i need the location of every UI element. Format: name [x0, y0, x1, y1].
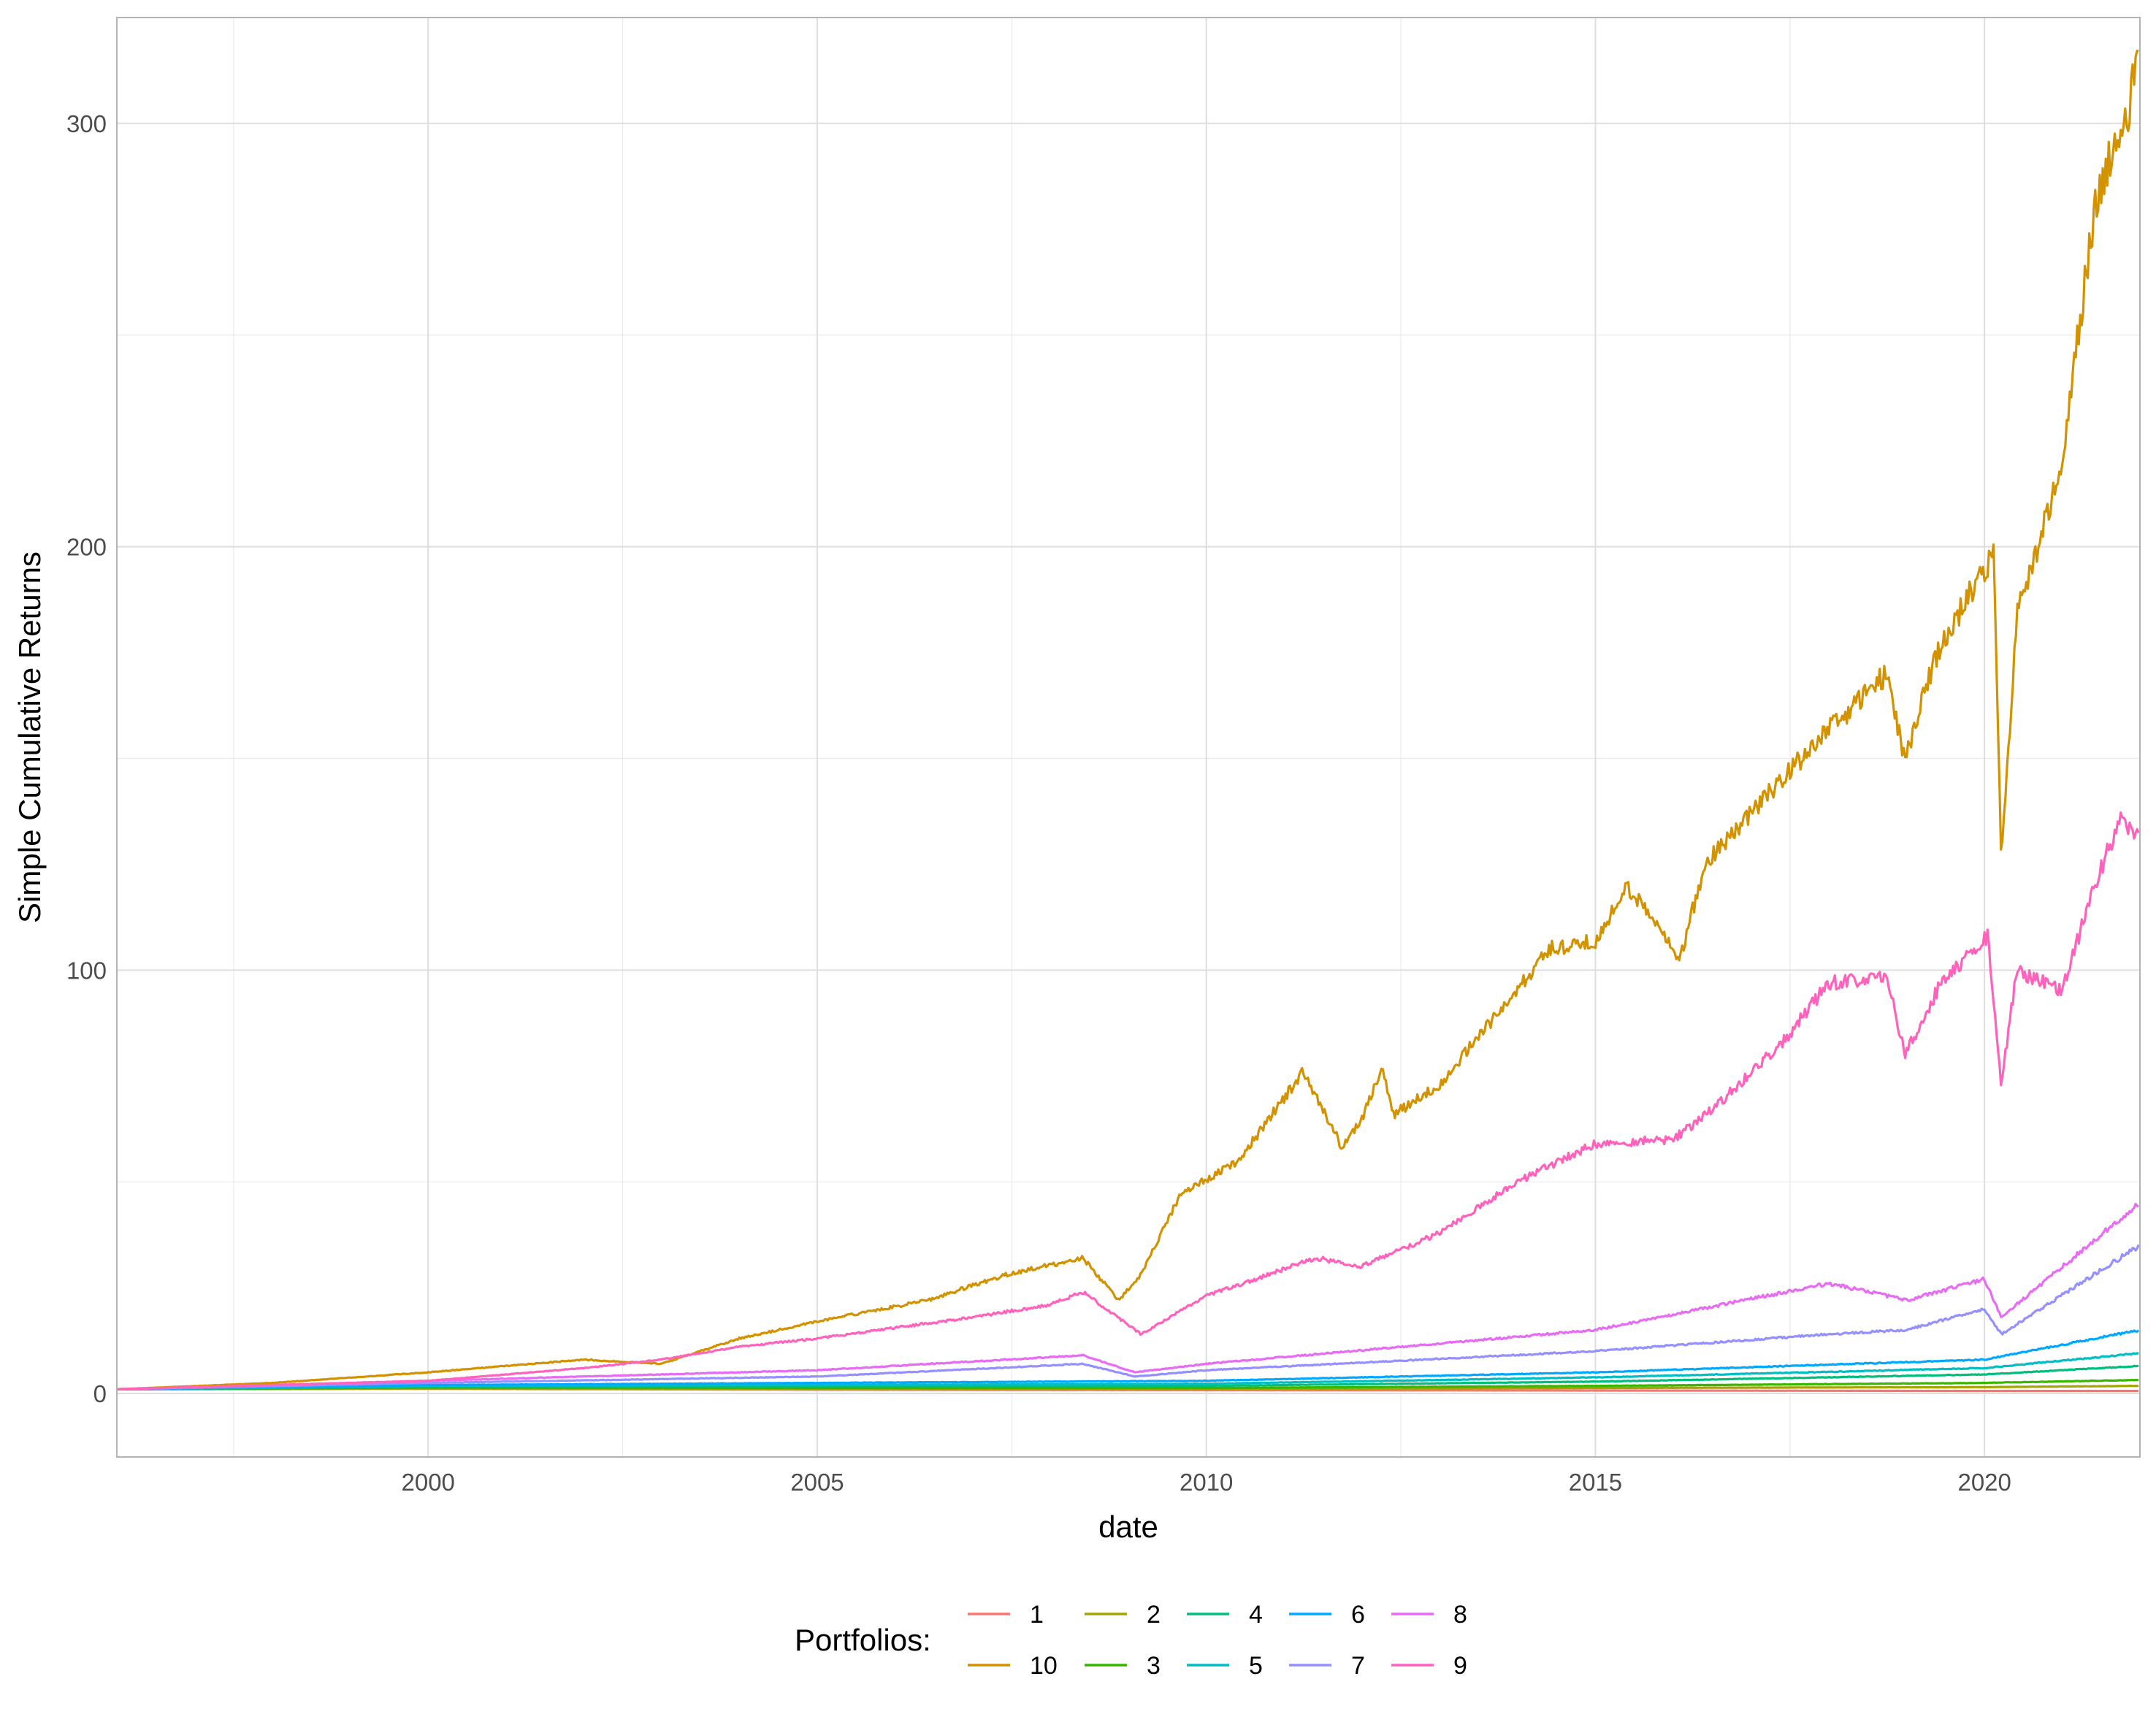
legend: Portfolios: 1 10 2 3 4 5 6 7 8 9: [795, 1601, 1467, 1680]
legend-label-4: 4: [1249, 1601, 1263, 1629]
legend-label-7: 7: [1351, 1652, 1365, 1680]
y-tick-label: 200: [66, 534, 107, 561]
series-line-10: [116, 49, 2139, 1391]
x-axis-title: date: [1098, 1510, 1158, 1544]
y-tick-label: 0: [93, 1380, 107, 1407]
x-tick-label: 2020: [1957, 1469, 2011, 1496]
series-line-8: [116, 1202, 2140, 1391]
series-line-9: [117, 811, 2140, 1391]
legend-label-1: 1: [1030, 1601, 1044, 1629]
legend-label-10: 10: [1030, 1652, 1058, 1680]
y-tick-label: 100: [66, 957, 107, 984]
legend-label-6: 6: [1351, 1601, 1365, 1629]
x-tick-label: 2010: [1180, 1469, 1233, 1496]
x-tick-label: 2000: [401, 1469, 454, 1496]
grid: [117, 18, 2140, 1457]
y-axis-title: Simple Cumulative Returns: [12, 551, 47, 923]
legend-label-2: 2: [1147, 1601, 1161, 1629]
legend-label-9: 9: [1453, 1652, 1467, 1680]
tick-labels: 2000 2005 2010 2015 2020 0 100 200 300: [66, 110, 2011, 1496]
legend-label-8: 8: [1453, 1601, 1467, 1629]
legend-title: Portfolios:: [795, 1623, 931, 1657]
y-tick-label: 300: [66, 110, 107, 137]
x-tick-label: 2015: [1569, 1469, 1622, 1496]
x-tick-label: 2005: [790, 1469, 844, 1496]
legend-label-3: 3: [1147, 1652, 1161, 1680]
legend-label-5: 5: [1249, 1652, 1263, 1680]
series-line-7: [116, 1244, 2140, 1391]
series-line-6: [117, 1329, 2140, 1391]
panel-border: [116, 17, 2141, 1458]
series-lines: [116, 49, 2140, 1393]
